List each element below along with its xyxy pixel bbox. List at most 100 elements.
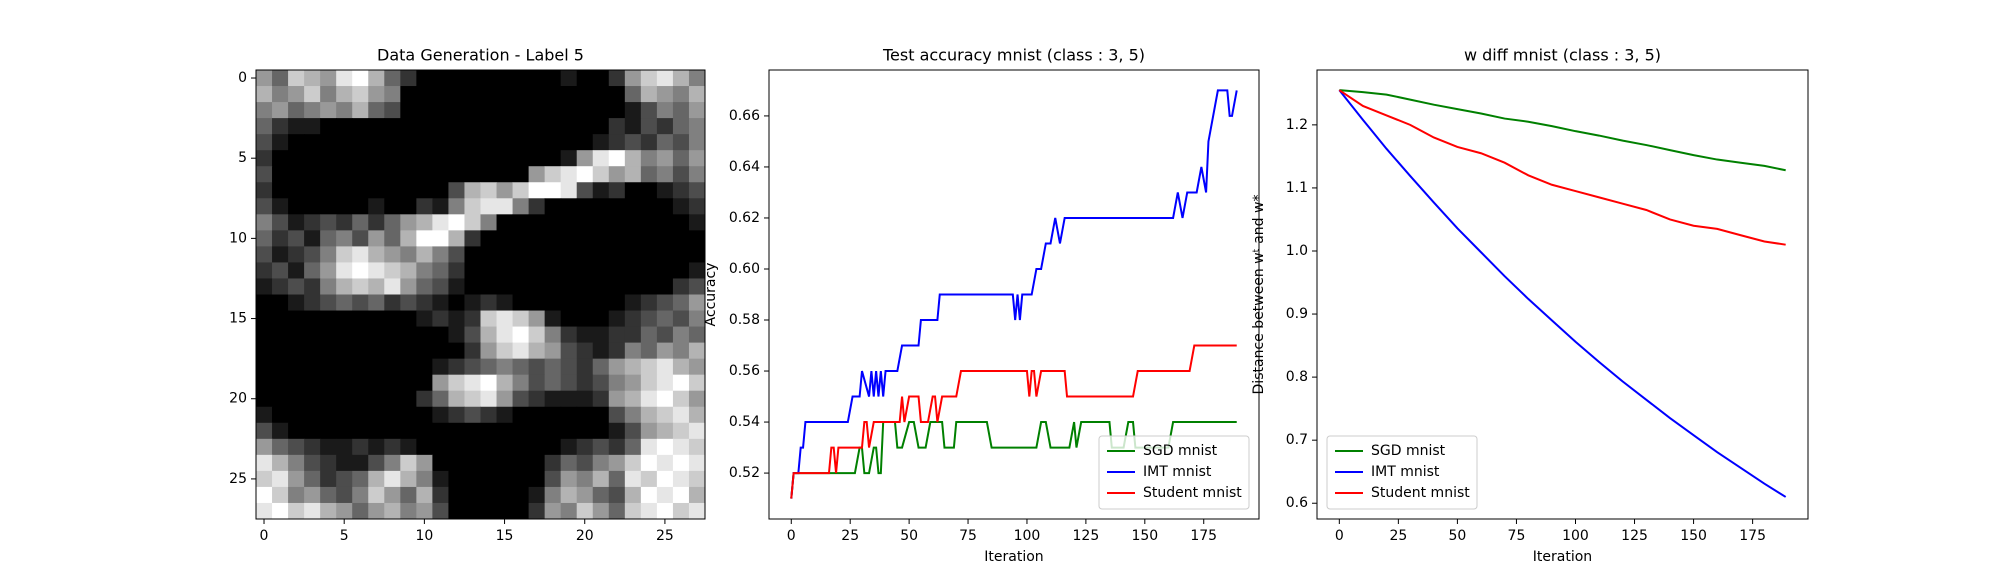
pixel-cell (672, 214, 690, 231)
x-tick-label: 50 (900, 528, 918, 544)
legend-box (1098, 435, 1250, 510)
pixel-cell (496, 422, 514, 440)
pixel-cell (416, 358, 433, 376)
pixel-cell (592, 438, 610, 456)
pixel-cell (272, 326, 289, 344)
pixel-cell (272, 278, 289, 295)
pixel-cell (592, 118, 610, 135)
pixel-cell (368, 230, 385, 247)
pixel-cell (432, 374, 449, 392)
pixel-cell (560, 374, 578, 392)
pixel-cell (416, 326, 433, 344)
pixel-cell (304, 70, 321, 87)
pixel-cell (608, 470, 626, 488)
pixel-cell (384, 86, 401, 103)
pixel-cell (384, 406, 401, 424)
pixel-cell (416, 438, 433, 456)
legend-label: Student mnist (1143, 485, 1242, 501)
y-tick-label: 5 (238, 150, 247, 166)
pixel-cell (320, 406, 337, 424)
series-line (1338, 89, 1787, 498)
pixel-cell (272, 342, 289, 360)
pixel-cell (304, 374, 321, 392)
pixel-cell (544, 150, 562, 167)
pixel-cell (560, 342, 578, 360)
pixel-cell (480, 182, 498, 199)
pixel-cell (512, 358, 530, 376)
pixel-cell (512, 390, 530, 408)
pixel-cell (544, 182, 562, 199)
pixel-cell (608, 502, 626, 520)
pixel-cell (544, 326, 562, 344)
axes-frame (1316, 69, 1809, 520)
pixel-cell (512, 406, 530, 424)
pixel-cell (304, 502, 321, 520)
x-tick-label: 25 (656, 528, 674, 544)
pixel-cell (304, 230, 321, 247)
pixel-cell (656, 358, 674, 376)
pixel-cell (480, 70, 498, 87)
pixel-cell (496, 150, 514, 167)
pixel-cell (448, 118, 465, 135)
pixel-cell (256, 278, 273, 295)
pixel-cell (656, 246, 674, 263)
pixel-cell (336, 390, 353, 408)
pixel-cell (368, 422, 385, 440)
pixel-cell (544, 422, 562, 440)
pixel-cell (496, 294, 514, 312)
pixel-cell (496, 198, 514, 215)
y-tick-label: 0.60 (729, 261, 760, 277)
pixel-cell (304, 214, 321, 231)
pixel-cell (352, 310, 369, 328)
pixel-cell (368, 166, 385, 183)
x-tick-label: 5 (340, 528, 349, 544)
pixel-cell (416, 214, 433, 231)
x-tick-label: 125 (1621, 528, 1648, 544)
pixel-cell (432, 454, 449, 472)
pixel-cell (400, 278, 417, 295)
pixel-cell (336, 102, 353, 119)
pixel-cell (384, 358, 401, 376)
pixel-cell (672, 86, 690, 103)
pixel-cell (512, 422, 530, 440)
pixel-cell (256, 166, 273, 183)
pixel-cell (544, 230, 562, 247)
pixel-cell (432, 390, 449, 408)
pixel-cell (464, 454, 481, 472)
x-tick-label: 175 (1190, 528, 1217, 544)
x-tick-label: 25 (1389, 528, 1407, 544)
pixel-cell (352, 182, 369, 199)
pixel-cell (368, 358, 385, 376)
pixel-cell (432, 118, 449, 135)
pixel-cell (528, 102, 546, 119)
x-axis-label: Iteration (1533, 549, 1592, 565)
series-line (790, 89, 1238, 499)
pixel-cell (592, 310, 610, 328)
pixel-cell (448, 470, 465, 488)
pixel-cell (688, 438, 706, 456)
pixel-cell (688, 486, 706, 504)
y-tick-label: 0.8 (1286, 369, 1308, 385)
pixel-cell (496, 390, 514, 408)
pixel-cell (304, 278, 321, 295)
pixel-cell (368, 102, 385, 119)
pixel-cell (576, 310, 594, 328)
pixel-cell (480, 486, 498, 504)
pixel-cell (544, 310, 562, 328)
pixel-cell (384, 454, 401, 472)
pixel-cell (384, 374, 401, 392)
pixel-cell (320, 390, 337, 408)
pixel-cell (464, 374, 481, 392)
pixel-cell (368, 326, 385, 344)
pixel-cell (464, 198, 481, 215)
pixel-cell (288, 262, 305, 279)
pixel-cell (608, 422, 626, 440)
pixel-cell (432, 182, 449, 199)
pixel-cell (592, 486, 610, 504)
pixel-cell (464, 294, 481, 312)
pixel-cell (272, 294, 289, 312)
pixel-cell (688, 294, 706, 312)
pixel-cell (336, 198, 353, 215)
pixel-cell (672, 502, 690, 520)
pixel-cell (576, 134, 594, 151)
